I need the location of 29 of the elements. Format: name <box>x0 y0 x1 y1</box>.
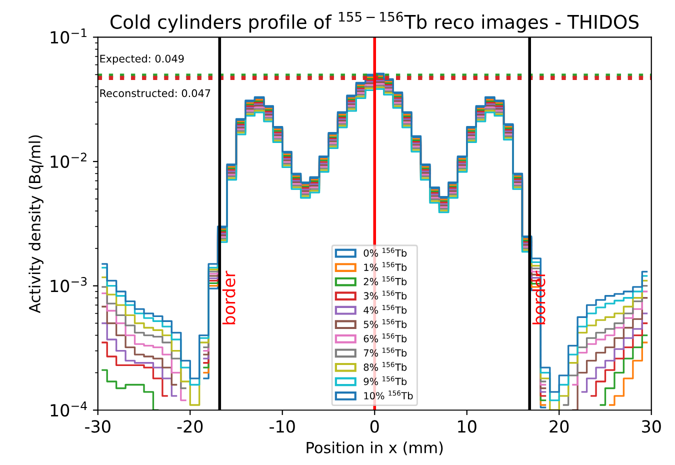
ref-line-label: border <box>532 270 546 324</box>
y-tick-label: 10$^{−3}$ <box>50 276 87 292</box>
legend-label: 2% $^{156}$Tb <box>364 276 407 286</box>
legend-label: 0% $^{156}$Tb <box>364 248 407 257</box>
legend-label: 4% $^{156}$Tb <box>364 304 407 314</box>
x-tick-label: -30 <box>85 420 110 433</box>
legend-label: 3% $^{156}$Tb <box>364 290 407 300</box>
chart-title: Cold cylinders profile of $^{155−156}$Tb reco images - THIDOS <box>110 12 639 33</box>
ref-line-label: Expected: 0.049 <box>100 54 184 65</box>
y-tick-label: 10$^{−1}$ <box>50 28 86 44</box>
legend-label: 6% $^{156}$Tb <box>364 333 407 342</box>
legend-label: 5% $^{156}$Tb <box>364 319 407 328</box>
y-tick-label: 10$^{−2}$ <box>50 152 86 168</box>
ref-line-label: border <box>222 270 236 324</box>
x-tick-label: 20 <box>550 420 569 433</box>
legend-label: 9% $^{156}$Tb <box>364 376 407 386</box>
legend-label: 10% $^{156}$Tb <box>364 390 413 400</box>
x-tick-label: 30 <box>642 420 661 433</box>
legend-label: 8% $^{156}$Tb <box>364 362 407 371</box>
ref-line-label: Reconstructed: 0.047 <box>100 89 210 98</box>
y-tick-label: 10$^{−4}$ <box>50 401 87 417</box>
x-tick-label: -10 <box>270 420 295 433</box>
x-tick-label: -20 <box>177 420 203 433</box>
x-tick-label: 10 <box>458 420 476 433</box>
x-tick-label: 0 <box>370 420 379 433</box>
legend-label: 7% $^{156}$Tb <box>364 348 407 357</box>
x-axis-title: Position in x (mm) <box>306 442 443 456</box>
legend-label: 1% $^{156}$Tb <box>364 262 407 271</box>
y-axis-title: Activity density (Bq/ml) <box>28 135 44 314</box>
